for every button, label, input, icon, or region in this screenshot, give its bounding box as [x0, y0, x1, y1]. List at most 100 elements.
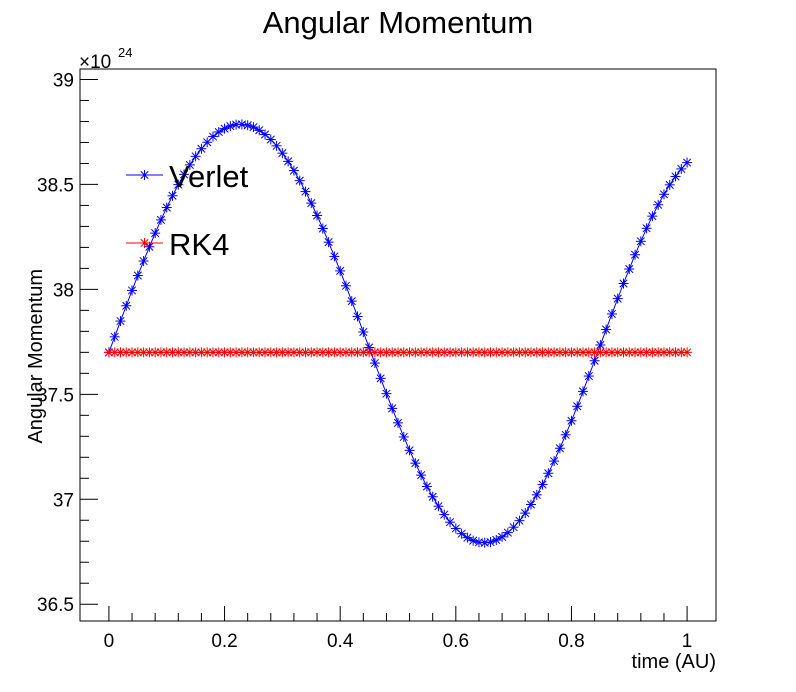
data-point-verlet: [375, 373, 386, 384]
data-point-verlet: [312, 210, 323, 221]
data-point-verlet: [358, 326, 369, 337]
chart-title: Angular Momentum: [263, 5, 534, 40]
data-point-verlet: [173, 179, 184, 190]
data-point-verlet: [468, 535, 479, 546]
x-tick-label: 0.4: [327, 631, 354, 652]
data-point-verlet: [387, 403, 398, 414]
data-point-rk4: [450, 347, 461, 358]
data-point-verlet: [306, 198, 317, 209]
plot-frame: [79, 68, 717, 622]
data-point-verlet: [682, 157, 693, 168]
data-point-verlet: [190, 151, 201, 162]
y-axis-label: Angular Momentum: [25, 269, 47, 444]
data-point-rk4: [647, 347, 658, 358]
data-point-verlet: [283, 156, 294, 167]
data-point-verlet: [393, 417, 403, 428]
x-tick-label: 0.6: [443, 631, 469, 652]
data-point-verlet: [179, 169, 190, 180]
data-point-verlet: [277, 148, 288, 159]
data-point-verlet: [630, 249, 641, 260]
data-point-rk4: [312, 347, 323, 358]
data-point-verlet: [150, 228, 161, 239]
y-tick-label: 39: [53, 70, 74, 91]
data-point-rk4: [491, 347, 502, 358]
data-point-verlet: [410, 458, 421, 469]
data-point-verlet: [658, 189, 669, 200]
data-point-verlet: [572, 401, 583, 412]
data-point-verlet: [549, 456, 560, 467]
data-point-verlet: [167, 190, 178, 201]
data-point-verlet: [242, 120, 253, 131]
data-point-verlet: [161, 202, 172, 213]
data-point-verlet: [664, 179, 675, 190]
data-point-verlet: [647, 211, 658, 222]
data-point-verlet: [618, 278, 629, 289]
data-point-rk4: [404, 347, 415, 358]
data-point-verlet: [670, 171, 681, 182]
legend-marker-symbol: [139, 238, 150, 248]
data-point-verlet: [578, 386, 589, 397]
data-point-verlet: [560, 429, 571, 440]
data-point-verlet: [421, 481, 432, 492]
data-point-verlet: [254, 125, 265, 136]
data-point-rk4: [658, 347, 669, 358]
x-tick-label: 1: [682, 631, 693, 652]
data-point-verlet: [624, 264, 635, 275]
data-point-rk4: [288, 347, 299, 358]
data-point-rk4: [664, 347, 675, 358]
series-rk4: [103, 347, 693, 358]
data-point-rk4: [682, 347, 693, 358]
data-point-verlet: [427, 491, 438, 502]
legend-label-verlet: Verlet: [169, 159, 249, 194]
data-point-verlet: [260, 129, 271, 140]
data-point-verlet: [340, 280, 351, 291]
data-point-rk4: [317, 347, 328, 358]
legend-marker-rk4: [139, 238, 150, 248]
legend-marker-symbol: [139, 170, 150, 180]
data-point-verlet: [369, 358, 380, 369]
data-point-verlet: [583, 371, 594, 382]
data-point-verlet: [520, 508, 531, 519]
data-point-verlet: [109, 331, 120, 342]
data-point-verlet: [127, 285, 138, 296]
data-point-rk4: [352, 347, 363, 358]
data-point-verlet: [335, 265, 346, 276]
data-point-verlet: [317, 223, 328, 234]
x-axis-label: time (AU): [632, 651, 716, 673]
series-layer: [103, 119, 693, 548]
data-point-rk4: [132, 347, 143, 358]
data-point-verlet: [207, 131, 218, 142]
data-point-verlet: [404, 445, 415, 456]
y-tick-label: 38: [53, 280, 74, 301]
data-point-verlet: [323, 237, 334, 248]
x-tick-label: 0.8: [558, 631, 584, 652]
data-point-verlet: [479, 537, 490, 548]
data-point-verlet: [138, 256, 149, 267]
data-point-verlet: [641, 223, 652, 234]
data-point-verlet: [612, 293, 623, 304]
y-tick-label: 37.5: [37, 385, 74, 406]
data-point-rk4: [502, 347, 513, 358]
data-point-verlet: [288, 165, 299, 176]
data-point-verlet: [589, 355, 600, 366]
legend-marker-verlet: [139, 170, 150, 180]
data-point-verlet: [508, 522, 519, 533]
data-point-verlet: [398, 431, 409, 442]
data-point-rk4: [393, 347, 403, 358]
data-point-rk4: [283, 347, 294, 358]
data-point-verlet: [381, 388, 392, 399]
y-axis-ticks: 36.5 37 37.5 38 38.5 39: [37, 70, 98, 616]
y-axis-multiplier-base: ×10: [79, 52, 111, 73]
data-point-rk4: [543, 347, 554, 358]
y-tick-label: 38.5: [37, 175, 74, 196]
data-point-verlet: [601, 324, 612, 335]
data-point-verlet: [352, 311, 363, 322]
data-point-verlet: [300, 186, 311, 197]
data-point-verlet: [445, 517, 456, 528]
x-tick-label: 0.2: [211, 631, 237, 652]
data-point-verlet: [537, 479, 548, 490]
legend: Verlet RK4: [126, 159, 249, 262]
data-point-verlet: [456, 528, 467, 539]
y-axis-multiplier: ×10 24: [79, 45, 132, 73]
